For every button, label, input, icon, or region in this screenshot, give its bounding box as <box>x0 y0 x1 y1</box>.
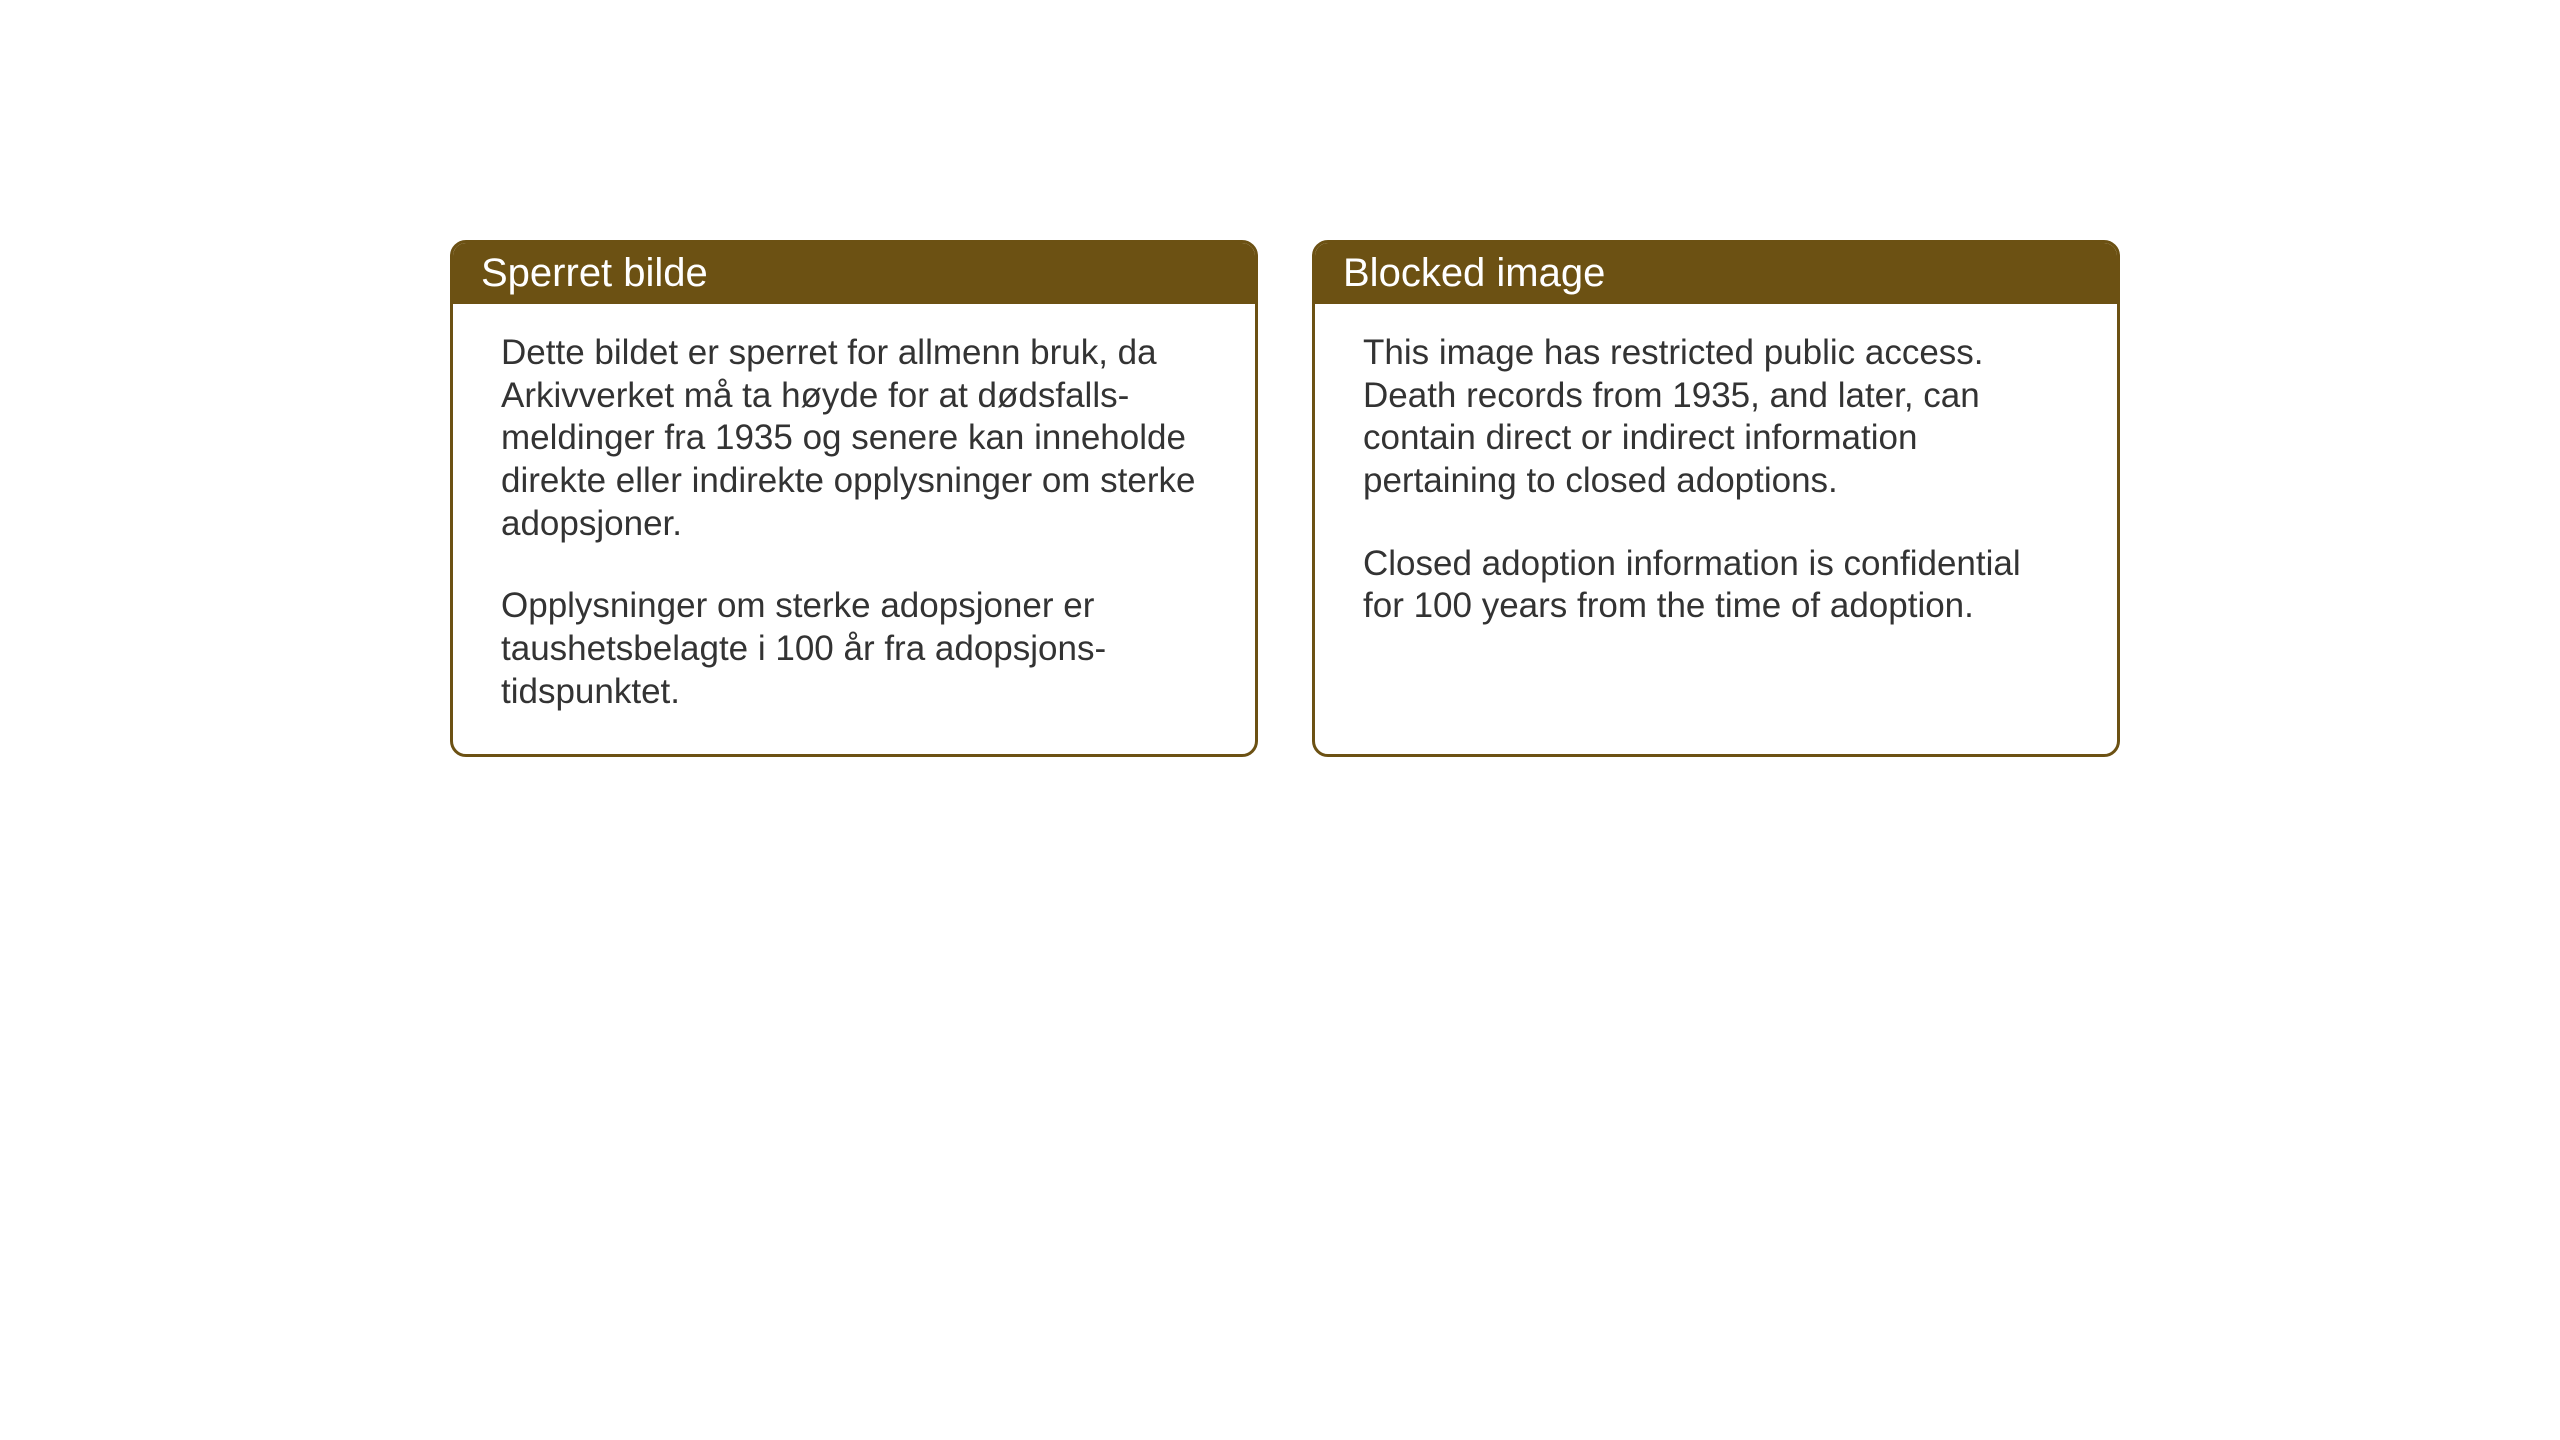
notice-body-norwegian: Dette bildet er sperret for allmenn bruk… <box>453 304 1255 754</box>
notice-paragraph-1-norwegian: Dette bildet er sperret for allmenn bruk… <box>501 332 1207 545</box>
notice-box-norwegian: Sperret bilde Dette bildet er sperret fo… <box>450 240 1258 757</box>
notice-paragraph-2-english: Closed adoption information is confident… <box>1363 543 2069 628</box>
notice-paragraph-2-norwegian: Opplysninger om sterke adopsjoner er tau… <box>501 585 1207 713</box>
notice-title-norwegian: Sperret bilde <box>481 251 708 295</box>
notice-header-norwegian: Sperret bilde <box>453 243 1255 304</box>
notice-title-english: Blocked image <box>1343 251 1605 295</box>
notices-container: Sperret bilde Dette bildet er sperret fo… <box>450 240 2120 757</box>
notice-body-english: This image has restricted public access.… <box>1315 304 2117 749</box>
notice-header-english: Blocked image <box>1315 243 2117 304</box>
notice-paragraph-1-english: This image has restricted public access.… <box>1363 332 2069 503</box>
notice-box-english: Blocked image This image has restricted … <box>1312 240 2120 757</box>
